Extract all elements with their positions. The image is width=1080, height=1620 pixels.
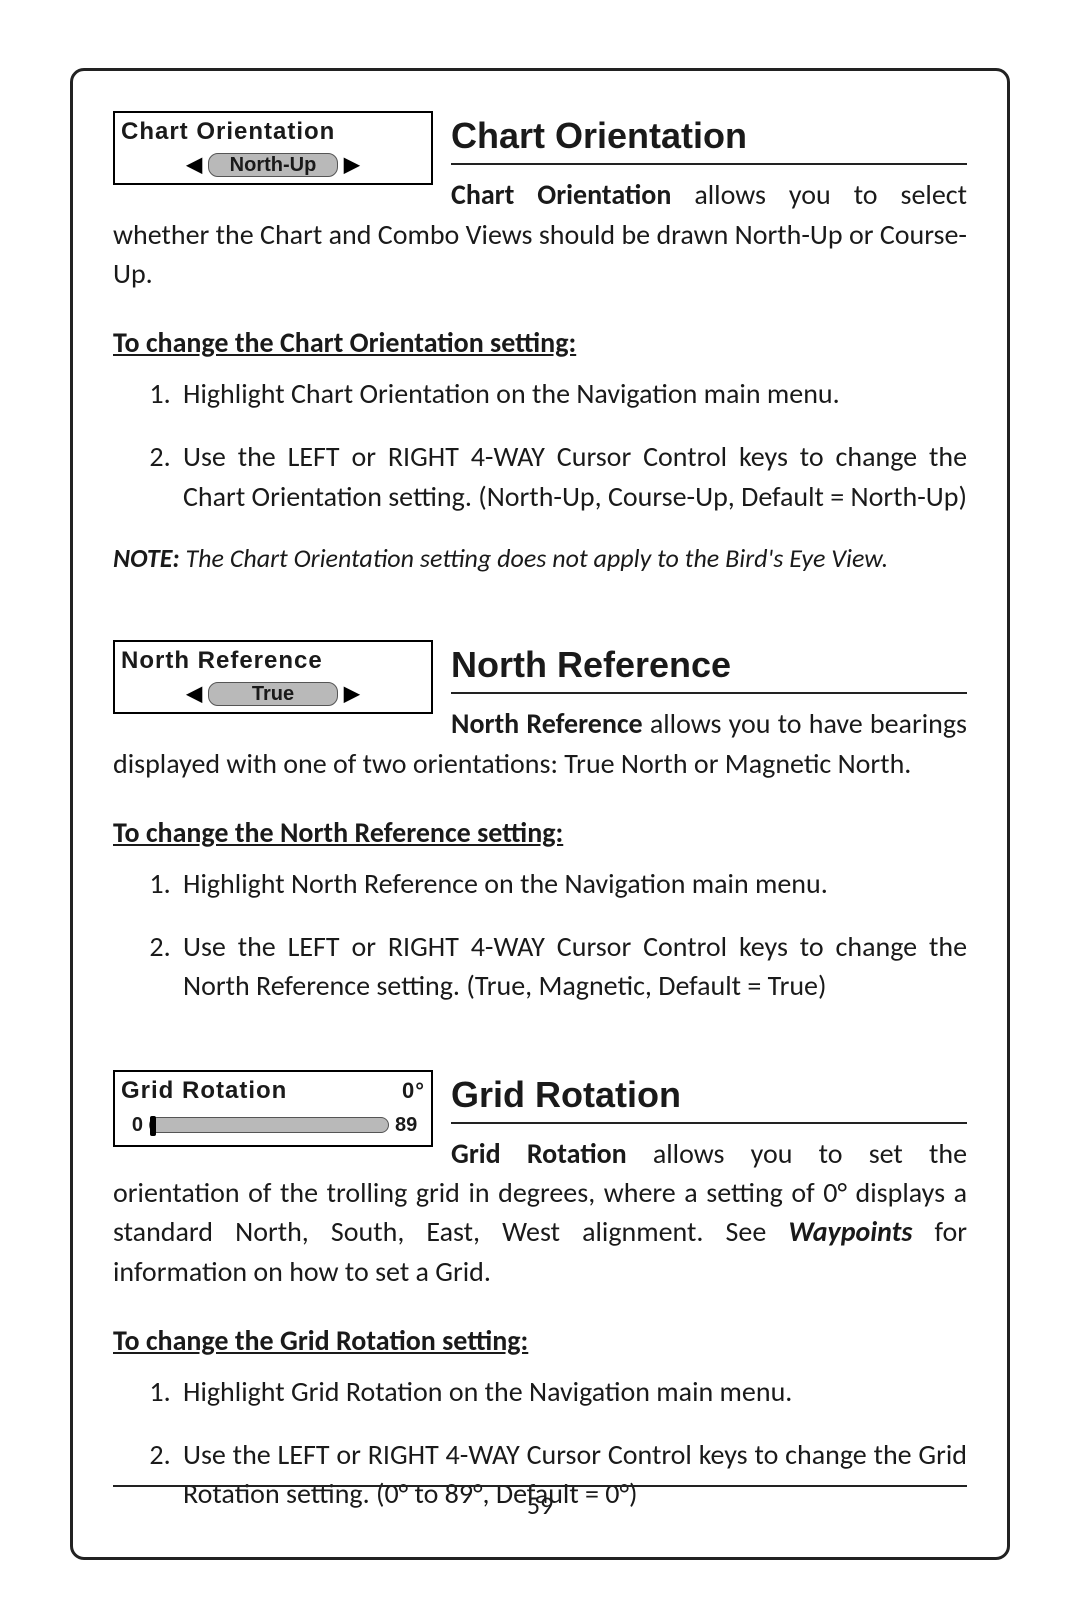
slider-thumb bbox=[150, 1116, 156, 1136]
widget-value: True bbox=[208, 682, 338, 706]
left-arrow-icon: ◀ bbox=[187, 155, 202, 175]
widget-value: North-Up bbox=[208, 153, 338, 177]
page-frame: Chart Orientation ◀ North-Up ▶ Chart Ori… bbox=[70, 68, 1010, 1560]
note-label: NOTE: bbox=[113, 542, 180, 574]
steps-list: Highlight Chart Orientation on the Navig… bbox=[113, 374, 967, 516]
page-number: 59 bbox=[73, 1487, 1007, 1523]
intro-lead: Grid Rotation bbox=[451, 1136, 627, 1171]
menu-widget-chart-orientation: Chart Orientation ◀ North-Up ▶ bbox=[113, 111, 433, 185]
right-arrow-icon: ▶ bbox=[344, 155, 359, 175]
menu-widget-north-reference: North Reference ◀ True ▶ bbox=[113, 640, 433, 714]
intro-lead: North Reference bbox=[451, 706, 643, 741]
intro-lead: Chart Orientation bbox=[451, 177, 671, 212]
step-item: Use the LEFT or RIGHT 4-WAY Cursor Contr… bbox=[177, 437, 967, 515]
intro-strong: Waypoints bbox=[788, 1214, 912, 1249]
widget-title: Chart Orientation bbox=[121, 115, 335, 149]
step-item: Highlight North Reference on the Navigat… bbox=[177, 864, 967, 903]
menu-widget-grid-rotation: Grid Rotation 0° 0 89 bbox=[113, 1070, 433, 1148]
title-rule bbox=[451, 692, 967, 694]
section-north-reference: North Reference ◀ True ▶ North Reference… bbox=[113, 640, 967, 1006]
intro-text: Grid Rotation allows you to set the orie… bbox=[113, 1134, 967, 1291]
instructions-heading: To change the Chart Orientation setting: bbox=[113, 323, 967, 362]
section-grid-rotation: Grid Rotation 0° 0 89 Grid Rotation Grid… bbox=[113, 1070, 967, 1514]
intro-text: Chart Orientation allows you to select w… bbox=[113, 175, 967, 293]
note-text: NOTE: The Chart Orientation setting does… bbox=[113, 540, 967, 576]
slider-track bbox=[149, 1117, 389, 1133]
intro-text: North Reference allows you to have beari… bbox=[113, 704, 967, 782]
note-body: The Chart Orientation setting does not a… bbox=[180, 542, 889, 574]
slider-max: 89 bbox=[395, 1111, 423, 1139]
slider-min: 0 bbox=[123, 1111, 143, 1139]
left-arrow-icon: ◀ bbox=[187, 684, 202, 704]
instructions-heading: To change the North Reference setting: bbox=[113, 813, 967, 852]
widget-title: North Reference bbox=[121, 644, 323, 678]
title-rule bbox=[451, 1122, 967, 1124]
right-arrow-icon: ▶ bbox=[344, 684, 359, 704]
step-item: Highlight Chart Orientation on the Navig… bbox=[177, 374, 967, 413]
widget-current-value: 0° bbox=[402, 1076, 425, 1107]
steps-list: Highlight North Reference on the Navigat… bbox=[113, 864, 967, 1006]
instructions-heading: To change the Grid Rotation setting: bbox=[113, 1321, 967, 1360]
section-chart-orientation: Chart Orientation ◀ North-Up ▶ Chart Ori… bbox=[113, 111, 967, 576]
title-rule bbox=[451, 163, 967, 165]
step-item: Use the LEFT or RIGHT 4-WAY Cursor Contr… bbox=[177, 927, 967, 1005]
step-item: Highlight Grid Rotation on the Navigatio… bbox=[177, 1372, 967, 1411]
widget-title: Grid Rotation bbox=[121, 1074, 287, 1108]
